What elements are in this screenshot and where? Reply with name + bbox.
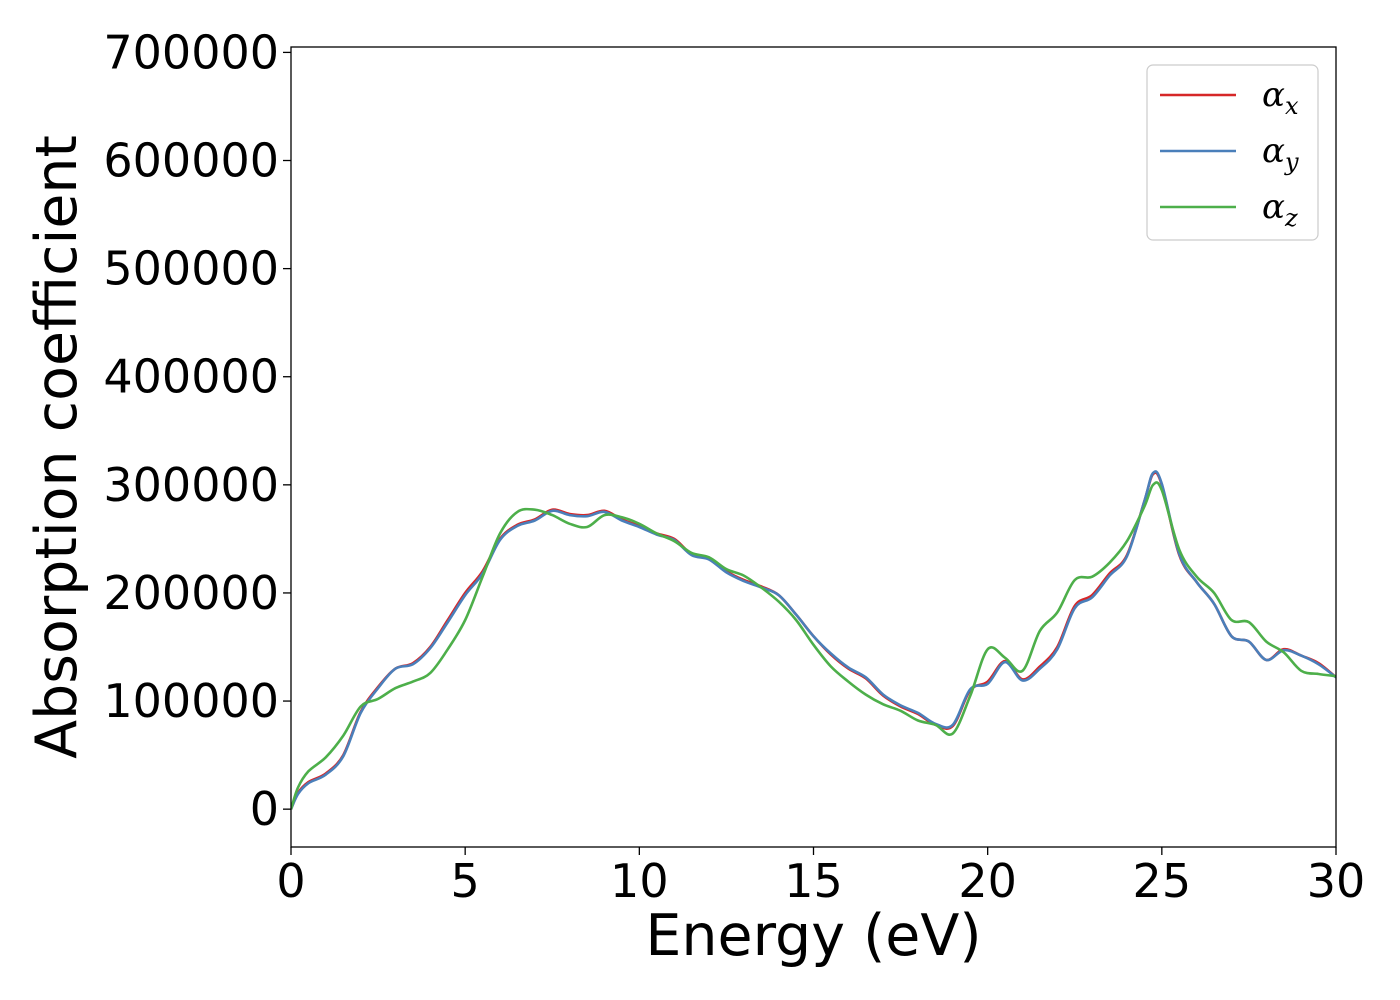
y-tick-label: 200000 [103, 566, 279, 620]
legend-label-base: α [1262, 75, 1285, 115]
legend-label: αz [1262, 187, 1298, 232]
series-line-z [291, 481, 1336, 810]
legend-label-base: α [1262, 187, 1285, 227]
legend-box [1146, 64, 1319, 241]
y-axis-title: Absorption coefficient [24, 135, 90, 759]
legend-item-x: αx [1160, 75, 1299, 120]
y-tick-label: 0 [250, 782, 279, 836]
x-tick-label: 20 [958, 854, 1017, 908]
x-axis-title: Energy (eV) [645, 903, 981, 969]
y-tick-label: 500000 [103, 242, 279, 296]
x-tick-label: 30 [1307, 854, 1366, 908]
x-tick-label: 15 [784, 854, 843, 908]
legend-label: αx [1262, 75, 1299, 120]
legend-label-subscript: y [1284, 148, 1299, 176]
series-line-x [291, 471, 1336, 810]
y-tick-label: 100000 [103, 674, 279, 728]
y-tick-label: 600000 [103, 134, 279, 188]
ticks-layer: 0 5 10 15 20 25 30 0 100000 200000 300000 400000 500… [103, 25, 1365, 908]
legend-label-subscript: x [1285, 92, 1299, 120]
series-layer [291, 470, 1336, 810]
legend-item-y: αy [1160, 131, 1299, 176]
legend-item-z: αz [1160, 187, 1298, 232]
series-line-y [291, 470, 1336, 810]
legend-label-base: α [1262, 131, 1285, 171]
legend-label: αy [1262, 131, 1299, 176]
x-tick-label: 25 [1133, 854, 1192, 908]
y-tick-label: 300000 [103, 458, 279, 512]
legend-label-subscript: z [1284, 204, 1298, 232]
y-tick-label: 700000 [103, 25, 279, 79]
x-tick-label: 10 [610, 854, 669, 908]
x-tick-label: 5 [451, 854, 480, 908]
y-tick-label: 400000 [103, 350, 279, 404]
x-tick-label: 0 [276, 854, 305, 908]
